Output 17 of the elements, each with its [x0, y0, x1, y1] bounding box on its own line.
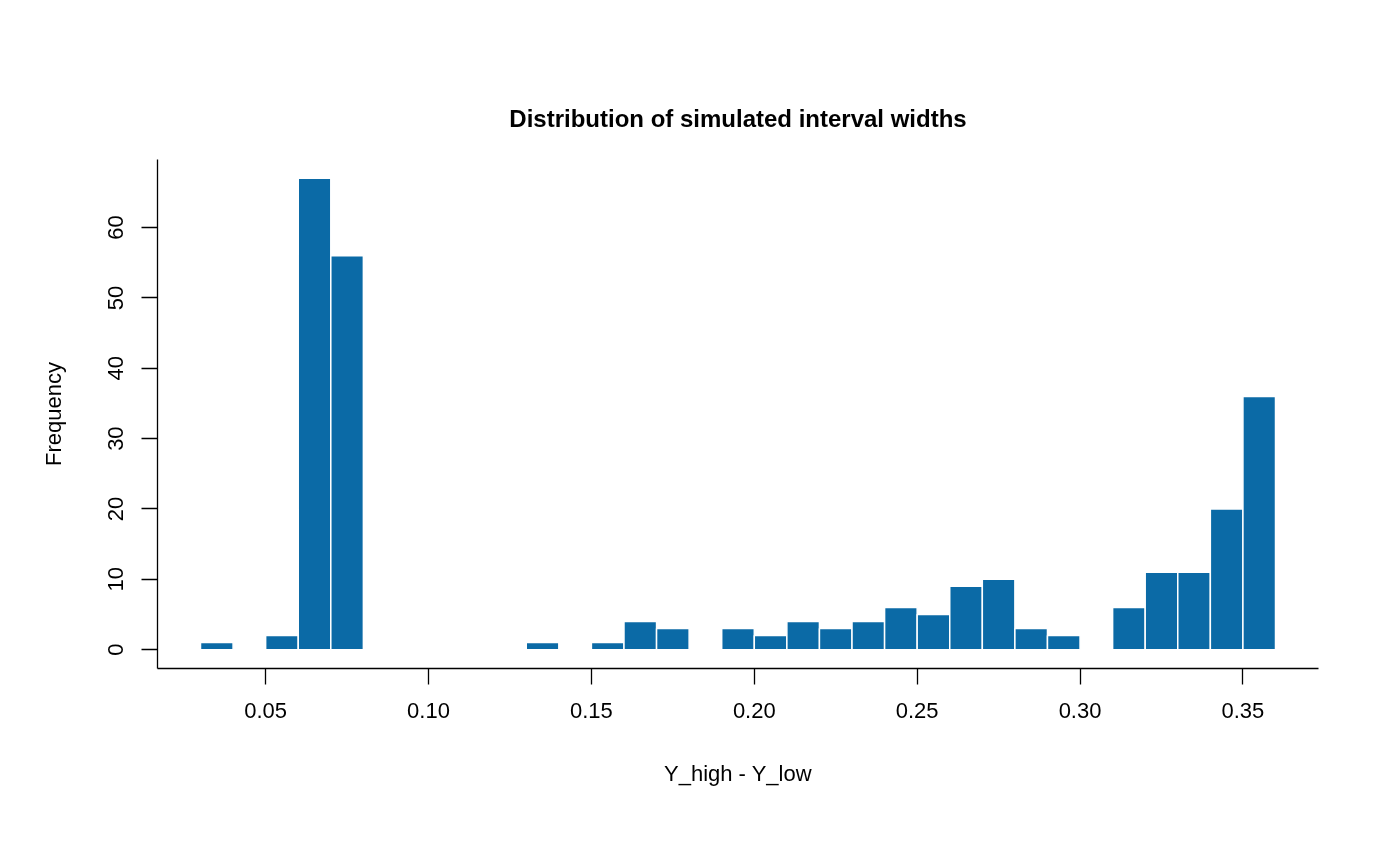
y-tick-label: 50	[103, 285, 129, 311]
y-tick-label: 60	[103, 215, 129, 240]
y-tick-label: 20	[103, 496, 129, 522]
x-tick-label: 0.15	[570, 697, 613, 723]
x-tick-label: 0.05	[244, 697, 288, 723]
y-axis-title: Frequency	[40, 362, 66, 466]
y-tick-label: 0	[103, 643, 129, 656]
x-tick-label: 0.25	[895, 697, 939, 723]
x-tick-label: 0.30	[1058, 697, 1102, 723]
x-axis-title: Y_high - Y_low	[664, 760, 812, 786]
chart-title: Distribution of simulated interval widths	[509, 105, 967, 132]
x-tick-label: 0.20	[732, 697, 776, 723]
y-tick-label: 40	[103, 356, 129, 381]
y-tick-label: 30	[103, 426, 129, 451]
x-tick-label: 0.10	[407, 697, 450, 723]
y-tick-label: 10	[103, 567, 129, 592]
x-tick-label: 0.35	[1221, 697, 1265, 723]
